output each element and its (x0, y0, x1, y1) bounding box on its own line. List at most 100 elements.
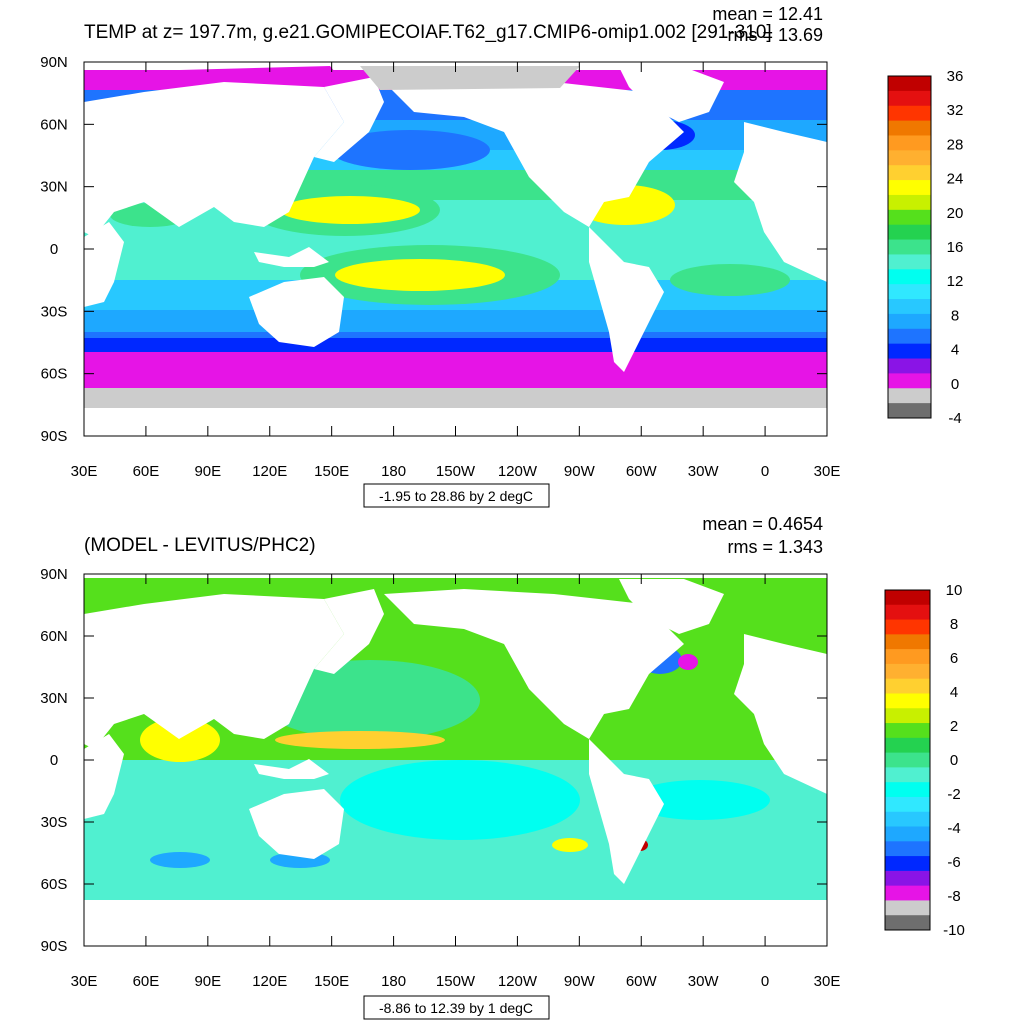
colorbar-swatch (888, 105, 931, 122)
x-tick-label: 120W (498, 973, 538, 990)
x-tick-label: 0 (761, 463, 769, 480)
colorbar-label: 28 (947, 136, 964, 153)
colorbar-label: 8 (951, 307, 959, 324)
colorbar-swatch (885, 693, 930, 709)
x-tick-label: 150E (314, 463, 349, 480)
rms-label: rms = 13.69 (727, 25, 823, 45)
x-tick-label: 30E (71, 463, 98, 480)
colorbar-swatch (885, 811, 930, 828)
panel-difference: (MODEL - LEVITUS/PHC2) mean = 0.4654 rms… (40, 514, 965, 1020)
colorbar-swatch (885, 663, 930, 680)
colorbar-swatch (885, 782, 930, 798)
colorbar-swatch (885, 678, 930, 694)
y-tick-label: 60N (40, 628, 68, 645)
colorbar-label: 16 (947, 239, 964, 256)
colorbar-swatch (888, 209, 931, 226)
y-tick-label: 60N (40, 116, 68, 133)
colorbar-label: 8 (950, 616, 958, 633)
colorbar-swatch (888, 76, 931, 92)
colorbar-swatch (888, 239, 931, 255)
axis-ticks: 30E 60E 90E 120E 150E 180 150W 120W 90W 60W 30W 0 30… (40, 566, 840, 990)
colorbar-label: -4 (948, 410, 961, 427)
colorbar-swatch (888, 328, 931, 345)
colorbar-swatch (888, 343, 931, 360)
colorbar-swatch (885, 723, 930, 739)
colorbar-swatch (888, 388, 931, 404)
colorbar-swatch (885, 915, 930, 931)
colorbar-swatch (885, 826, 930, 842)
colorbar-label: -8 (947, 888, 960, 905)
x-tick-label: 90E (194, 463, 221, 480)
colorbar-label: -4 (947, 820, 960, 837)
colorbar-swatch (888, 180, 931, 196)
colorbar-swatch (888, 373, 931, 389)
colorbar-frame (884, 589, 931, 931)
x-tick-label: 60E (133, 973, 160, 990)
y-tick-label: 30S (41, 814, 68, 831)
colorbar-swatch (885, 752, 930, 768)
colorbar-swatch (888, 120, 931, 136)
colorbar-swatch (885, 885, 930, 901)
colorbar-swatch (888, 135, 931, 151)
colorbar-label: 0 (950, 752, 958, 769)
colorbar-swatch (885, 856, 930, 872)
panel-title: TEMP at z= 197.7m, g.e21.GOMIPECOIAF.T62… (84, 22, 772, 43)
colorbar: 10 8 6 4 2 0 -2 -4 -6 -8 -10 (884, 582, 965, 939)
x-tick-label: 90W (564, 463, 596, 480)
x-tick-label: 150E (314, 973, 349, 990)
y-tick-label: 30S (41, 303, 68, 320)
range-box (363, 483, 550, 508)
range-label: -8.86 to 12.39 by 1 degC (379, 1000, 533, 1016)
colorbar-swatch (885, 796, 930, 813)
colorbar-swatch (888, 150, 931, 166)
y-tick-label: 0 (50, 752, 58, 769)
colorbar-label: 10 (946, 582, 963, 599)
x-tick-label: 0 (761, 973, 769, 990)
colorbar-label: 4 (951, 342, 959, 359)
panel-title: (MODEL - LEVITUS/PHC2) (84, 535, 316, 556)
colorbar-label: 12 (947, 273, 964, 290)
colorbar-label: 4 (950, 684, 958, 701)
colorbar-swatch (888, 358, 931, 374)
colorbar-swatch (885, 604, 930, 621)
colorbar-label: 0 (951, 376, 959, 393)
x-tick-label: 30W (688, 973, 720, 990)
x-tick-label: 120E (252, 973, 287, 990)
colorbar-swatch (888, 269, 931, 285)
x-tick-label: 30W (688, 463, 720, 480)
x-tick-label: 120W (498, 463, 538, 480)
y-tick-label: 60S (41, 366, 68, 383)
colorbar-swatch (888, 403, 931, 419)
y-tick-label: 30N (40, 690, 68, 707)
colorbar-swatch (885, 619, 930, 635)
panel-temperature: TEMP at z= 197.7m, g.e21.GOMIPECOIAF.T62… (40, 4, 964, 508)
colorbar-swatch (885, 590, 930, 606)
colorbar-label: 20 (947, 205, 964, 222)
colorbar: 36 32 28 24 20 16 12 8 4 0 -4 (887, 68, 964, 427)
x-tick-label: 60E (133, 463, 160, 480)
colorbar-swatch (888, 194, 931, 211)
range-box (363, 995, 550, 1020)
colorbar-swatch (885, 841, 930, 857)
y-tick-label: 60S (41, 876, 68, 893)
colorbar-frame (887, 75, 932, 419)
colorbar-swatch (888, 224, 931, 241)
colorbar-label: 2 (950, 718, 958, 735)
y-tick-label: 90S (41, 428, 68, 445)
x-tick-label: 60W (626, 973, 658, 990)
colorbar-swatch (888, 299, 931, 315)
colorbar-label: -10 (943, 922, 965, 939)
x-tick-label: 180 (381, 463, 406, 480)
rms-label: rms = 1.343 (727, 537, 823, 557)
x-tick-label: 120E (252, 463, 287, 480)
map-area (84, 62, 827, 436)
colorbar-swatch (885, 870, 930, 887)
colorbar-swatch (885, 649, 930, 665)
x-tick-label: 150W (436, 973, 476, 990)
colorbar-swatch (885, 767, 930, 783)
colorbar-label: 36 (947, 68, 964, 85)
colorbar-label: -2 (947, 786, 960, 803)
x-tick-label: 60W (626, 463, 658, 480)
mean-label: mean = 0.4654 (702, 514, 823, 534)
colorbar-swatch (888, 313, 931, 330)
